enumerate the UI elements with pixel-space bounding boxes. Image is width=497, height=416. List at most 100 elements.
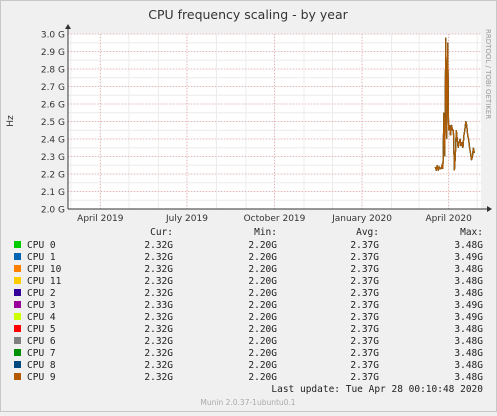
legend-value-min: 2.20G (248, 348, 277, 359)
legend-series-name: CPU 3 (27, 300, 56, 311)
legend-value-cur: 2.32G (144, 264, 173, 275)
legend-swatch (14, 277, 21, 284)
y-tick-label: 2.6 G (41, 101, 65, 111)
legend-value-min: 2.20G (248, 288, 277, 299)
legend-value-min: 2.20G (248, 240, 277, 251)
legend-value-min: 2.20G (248, 252, 277, 263)
legend-series-name: CPU 2 (27, 288, 56, 299)
y-tick-label: 2.7 G (41, 83, 65, 93)
legend-value-max: 3.48G (454, 264, 483, 275)
legend-value-min: 2.20G (248, 324, 277, 335)
legend-value-avg: 2.37G (350, 372, 379, 383)
legend-value-cur: 2.32G (144, 336, 173, 347)
x-tick-label: April 2020 (425, 214, 472, 224)
chart-title: CPU frequency scaling - by year (148, 7, 348, 22)
legend-header: Cur: (150, 227, 173, 238)
legend-swatch (14, 361, 21, 368)
legend-value-max: 3.48G (454, 276, 483, 287)
y-tick-label: 2.5 G (41, 118, 65, 128)
legend-swatch (14, 313, 21, 320)
legend-value-avg: 2.37G (350, 300, 379, 311)
legend-value-avg: 2.37G (350, 312, 379, 323)
legend-value-avg: 2.37G (350, 360, 379, 371)
legend-value-max: 3.48G (454, 336, 483, 347)
legend-value-max: 3.49G (454, 312, 483, 323)
legend-value-cur: 2.32G (144, 288, 173, 299)
x-tick-label: April 2019 (77, 214, 124, 224)
series-lines (434, 37, 475, 171)
side-label: RRDTOOL / TOBI OETIKER (484, 29, 492, 119)
legend-value-max: 3.48G (454, 240, 483, 251)
x-tick-label: October 2019 (244, 214, 306, 224)
legend-swatch (14, 265, 21, 272)
legend-value-min: 2.20G (248, 300, 277, 311)
legend-value-min: 2.20G (248, 372, 277, 383)
legend-value-min: 2.20G (248, 264, 277, 275)
legend-value-avg: 2.37G (350, 336, 379, 347)
legend-header: Avg: (356, 227, 379, 238)
legend-series-name: CPU 0 (27, 240, 56, 251)
legend-value-cur: 2.32G (144, 348, 173, 359)
legend-swatch (14, 301, 21, 308)
legend-value-min: 2.20G (248, 312, 277, 323)
y-axis-label: Hz (6, 115, 16, 127)
legend-value-cur: 2.32G (144, 360, 173, 371)
legend-swatch (14, 337, 21, 344)
legend-series-name: CPU 4 (27, 312, 56, 323)
legend-value-avg: 2.37G (350, 288, 379, 299)
legend-series-name: CPU 1 (27, 252, 56, 263)
legend-swatch (14, 253, 21, 260)
legend-value-max: 3.49G (454, 300, 483, 311)
legend-value-cur: 2.32G (144, 240, 173, 251)
y-tick-label: 2.3 G (41, 153, 65, 163)
legend-value-avg: 2.37G (350, 252, 379, 263)
legend-value-min: 2.20G (248, 360, 277, 371)
legend-series-name: CPU 6 (27, 336, 56, 347)
legend-value-avg: 2.37G (350, 276, 379, 287)
legend-value-max: 3.48G (454, 360, 483, 371)
legend-value-cur: 2.32G (144, 276, 173, 287)
y-tick-label: 2.0 G (41, 206, 65, 216)
y-tick-label: 2.9 G (41, 48, 65, 58)
legend: Cur: Min: Avg: Max: CPU 0 2.32G 2.20G 2.37G 3.48… (14, 227, 483, 383)
y-axis-arrow (65, 24, 71, 29)
series-line (434, 37, 475, 171)
legend-value-max: 3.48G (454, 372, 483, 383)
y-tick-label: 2.4 G (41, 136, 65, 146)
legend-header: Min: (254, 227, 277, 238)
legend-value-avg: 2.37G (350, 324, 379, 335)
legend-swatch (14, 325, 21, 332)
y-tick-label: 3.0 G (41, 31, 65, 41)
legend-value-max: 3.48G (454, 288, 483, 299)
legend-value-min: 2.20G (248, 276, 277, 287)
legend-value-avg: 2.37G (350, 348, 379, 359)
legend-series-name: CPU 9 (27, 372, 56, 383)
legend-swatch (14, 289, 21, 296)
legend-value-avg: 2.37G (350, 264, 379, 275)
munin-footer: Munin 2.0.37-1ubuntu0.1 (200, 398, 295, 407)
x-axis-arrow (487, 206, 492, 212)
y-tick-label: 2.2 G (41, 171, 65, 181)
legend-swatch (14, 349, 21, 356)
x-tick-label: July 2019 (165, 214, 208, 224)
y-axis: 2.0 G 2.1 G 2.2 G 2.3 G 2.4 G 2.5 G 2.6 G 2.7 G… (41, 31, 65, 216)
legend-value-cur: 2.32G (144, 372, 173, 383)
legend-value-cur: 2.33G (144, 300, 173, 311)
legend-value-max: 3.48G (454, 348, 483, 359)
legend-swatch (14, 241, 21, 248)
last-update: Last update: Tue Apr 28 00:10:48 2020 (271, 384, 483, 395)
legend-value-cur: 2.32G (144, 252, 173, 263)
y-tick-label: 2.1 G (41, 188, 65, 198)
legend-value-max: 3.48G (454, 324, 483, 335)
x-axis: April 2019 July 2019 October 2019 January 2… (77, 214, 472, 224)
legend-series-name: CPU 5 (27, 324, 56, 335)
legend-series-name: CPU 11 (27, 276, 62, 287)
legend-value-cur: 2.32G (144, 312, 173, 323)
legend-value-cur: 2.32G (144, 324, 173, 335)
y-tick-label: 2.8 G (41, 66, 65, 76)
legend-header: Max: (460, 227, 483, 238)
grid (68, 33, 481, 210)
legend-series-name: CPU 10 (27, 264, 62, 275)
